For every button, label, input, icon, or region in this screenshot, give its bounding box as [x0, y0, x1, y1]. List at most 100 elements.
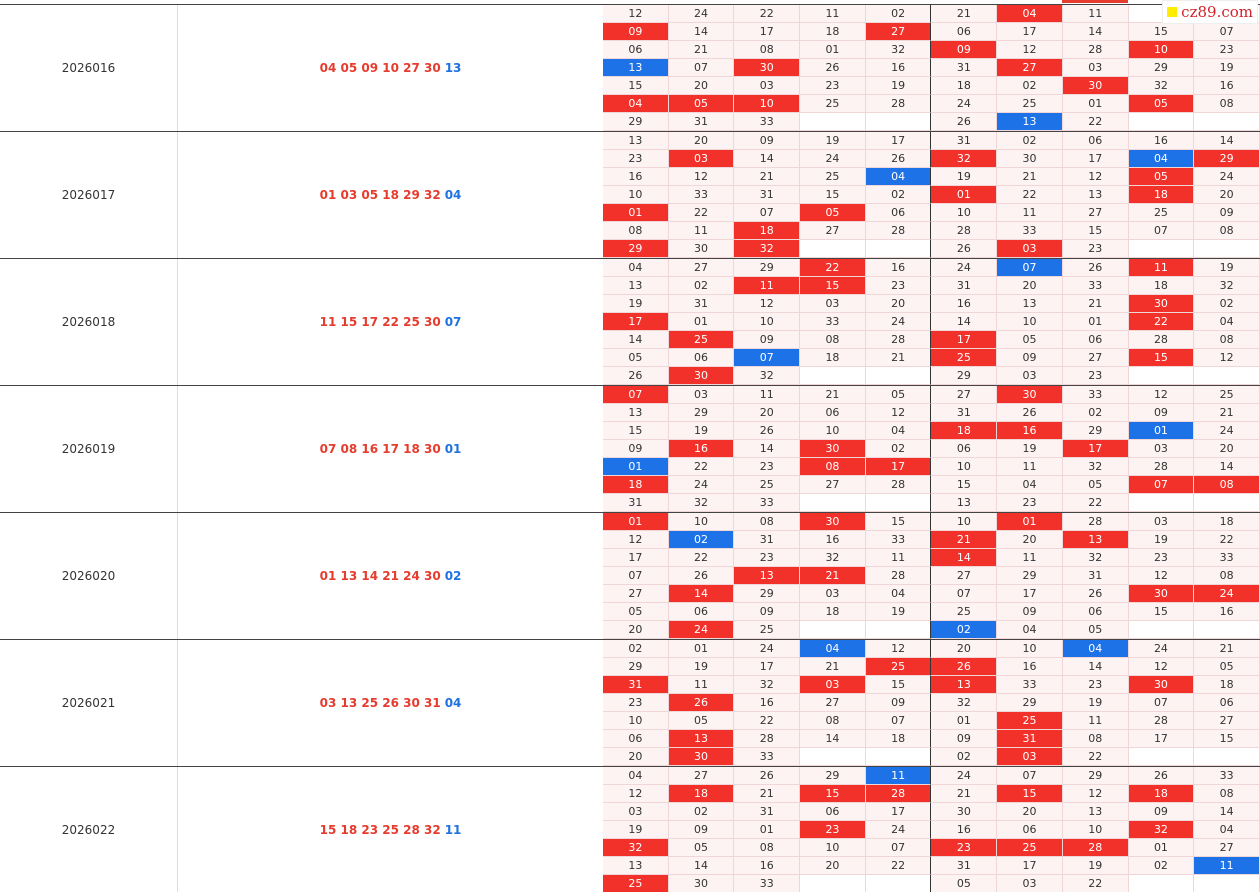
hit-cell-red: 30 [800, 440, 866, 458]
grid-cell: 12 [1194, 349, 1260, 367]
grid-cell: 19 [668, 658, 735, 676]
period-row: 2026018 11 15 17 22 25 30 07 04 27 29 22 16 24 07… [0, 258, 1260, 385]
grid-cell: 29 [1062, 767, 1129, 785]
grid-cell [1194, 875, 1260, 892]
grid-cell: 23 [603, 694, 669, 712]
grid-cell: 17 [734, 658, 801, 676]
draw-numbers: 07 08 16 17 18 30 01 [178, 386, 603, 512]
hit-cell-red: 08 [800, 458, 866, 476]
grid-cell: 01 [734, 821, 801, 839]
grid-cell: 19 [1062, 694, 1129, 712]
red-balls: 11 15 17 22 25 30 [319, 315, 441, 329]
hit-cell-red: 30 [1128, 295, 1195, 313]
grid-cell: 14 [603, 331, 669, 349]
hit-cell-red: 28 [865, 785, 932, 803]
grid-cell: 20 [668, 77, 735, 95]
grid-cell: 20 [1194, 440, 1260, 458]
grid-cell: 28 [1128, 712, 1195, 730]
hit-cell-red: 18 [1128, 186, 1195, 204]
grid-cell: 13 [1062, 186, 1129, 204]
grid-cell: 32 [1128, 77, 1195, 95]
grid-cell: 05 [668, 712, 735, 730]
grid-cell: 06 [1062, 603, 1129, 621]
grid-cell: 32 [931, 694, 998, 712]
grid-cell: 18 [800, 603, 866, 621]
grid-cell: 10 [603, 712, 669, 730]
hit-cell-red: 17 [603, 313, 669, 331]
grid-cell [1194, 494, 1260, 512]
hit-cell-red: 18 [603, 476, 669, 494]
hit-cell-red: 30 [668, 748, 735, 766]
grid-cell: 10 [800, 422, 866, 440]
grid-cell: 14 [668, 23, 735, 41]
grid-cell: 28 [865, 95, 932, 113]
grid-cell [1128, 113, 1195, 131]
grid-cell: 26 [800, 59, 866, 77]
hit-cell-red: 28 [1062, 839, 1129, 857]
grid-cell: 04 [1194, 821, 1260, 839]
grid-cell: 27 [931, 567, 998, 585]
red-balls: 03 13 25 26 30 31 [319, 696, 441, 710]
grid-cell: 27 [800, 222, 866, 240]
grid-cell: 10 [734, 313, 801, 331]
grid-cell: 27 [1062, 204, 1129, 222]
grid-cell: 09 [734, 331, 801, 349]
grid-cell: 32 [1062, 549, 1129, 567]
grid-cell: 26 [734, 767, 801, 785]
hit-cell-red: 13 [668, 730, 735, 748]
grid-cell: 24 [734, 640, 801, 658]
grid-cell: 20 [800, 857, 866, 875]
grid-cell: 02 [865, 5, 932, 23]
grid-cell: 04 [997, 476, 1063, 494]
grid-cell: 26 [931, 240, 998, 258]
grid-cell: 20 [603, 748, 669, 766]
grid-cell: 03 [1062, 59, 1129, 77]
grid-cell: 20 [997, 277, 1063, 295]
grid-cell: 19 [800, 132, 866, 150]
grid-cell: 18 [800, 23, 866, 41]
hit-cell-red: 18 [931, 422, 998, 440]
grid-cell: 07 [997, 767, 1063, 785]
grid-cell: 19 [1194, 259, 1260, 277]
issue-number: 2026016 [0, 5, 178, 131]
hit-cell-red: 29 [1194, 150, 1260, 168]
grid-cell: 29 [1062, 422, 1129, 440]
hit-cell-red: 10 [1128, 41, 1195, 59]
grid-cell: 06 [800, 404, 866, 422]
grid-cell: 33 [865, 531, 932, 549]
hit-cell-red: 32 [734, 240, 801, 258]
hit-cell-red: 27 [865, 23, 932, 41]
grid-cell: 22 [1062, 494, 1129, 512]
grid-cell: 32 [865, 41, 932, 59]
grid-cell: 03 [603, 803, 669, 821]
grid-cell [1194, 113, 1260, 131]
blue-ball: 02 [444, 569, 462, 583]
grid-cell [865, 367, 932, 385]
grid-cell: 26 [668, 567, 735, 585]
grid-cell [800, 748, 866, 766]
grid-cell: 12 [1128, 658, 1195, 676]
grid-cell: 06 [603, 41, 669, 59]
grid-cell: 23 [865, 277, 932, 295]
grid-cell: 15 [865, 676, 932, 694]
grid-cell: 15 [931, 476, 998, 494]
grid-cell: 26 [1128, 767, 1195, 785]
red-balls: 01 13 14 21 24 30 [319, 569, 441, 583]
grid-cell: 32 [668, 494, 735, 512]
grid-cell: 29 [997, 567, 1063, 585]
grid-cell: 07 [1128, 222, 1195, 240]
hit-cell-red: 23 [931, 839, 998, 857]
grid-cell: 28 [734, 730, 801, 748]
grid-cell: 08 [734, 41, 801, 59]
grid-cell [865, 748, 932, 766]
site-logo[interactable]: cz89.com [1162, 0, 1258, 24]
grid-cell: 29 [603, 658, 669, 676]
grid-cell: 14 [1194, 803, 1260, 821]
hit-cell-red: 24 [1194, 585, 1260, 603]
grid-cell: 13 [603, 404, 669, 422]
grid-cell: 01 [1128, 839, 1195, 857]
issue-number: 2026018 [0, 259, 178, 385]
grid-cell: 13 [997, 295, 1063, 313]
grid-cell: 10 [931, 513, 998, 531]
grid-cell [1194, 621, 1260, 639]
